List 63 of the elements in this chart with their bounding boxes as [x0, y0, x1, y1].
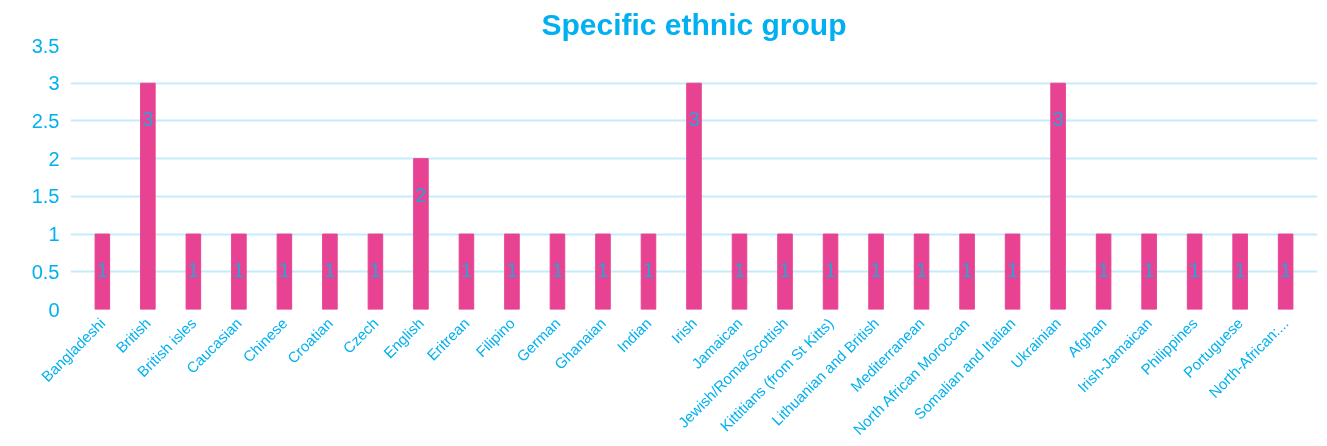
bar: [504, 233, 520, 310]
bar: [959, 233, 975, 310]
bar: [1004, 233, 1021, 310]
bar: [913, 233, 930, 310]
y-tick-label: 2: [48, 147, 60, 170]
bar: [777, 233, 793, 310]
bar: [1095, 233, 1112, 310]
data-label: 1: [1098, 259, 1110, 282]
bar: [1232, 233, 1248, 310]
bar: [731, 233, 748, 310]
data-label: 1: [506, 259, 518, 282]
y-tick-label: 1: [48, 223, 60, 246]
bar: [640, 233, 657, 310]
data-label: 1: [460, 259, 473, 282]
data-label: 1: [597, 259, 609, 282]
chart-title: Specific ethnic group: [541, 7, 847, 41]
data-label: 1: [1280, 259, 1292, 282]
data-label: 1: [824, 259, 837, 282]
y-tick-label: 3: [48, 72, 60, 95]
data-label: 3: [1052, 108, 1064, 131]
data-label: 1: [779, 259, 791, 282]
bar: [185, 233, 202, 310]
data-label: 3: [688, 108, 700, 131]
data-label: 1: [1189, 259, 1201, 282]
data-label: 1: [369, 259, 381, 282]
data-label: 2: [415, 183, 427, 206]
data-label: 1: [1007, 259, 1019, 282]
bar: [1186, 233, 1203, 310]
data-label: 1: [187, 259, 199, 282]
bar: [458, 233, 475, 310]
y-tick-label: 2.5: [31, 109, 60, 132]
data-label: 1: [96, 259, 108, 282]
bar: [276, 233, 293, 310]
data-label: 1: [870, 259, 882, 282]
data-label: 3: [142, 108, 154, 131]
y-tick-label: 3.5: [31, 34, 60, 57]
bar: [868, 233, 884, 310]
data-label: 1: [1143, 259, 1155, 282]
y-tick-label: 1.5: [31, 185, 60, 208]
data-label: 1: [551, 259, 564, 282]
bar: [413, 158, 429, 310]
bar: [822, 233, 839, 310]
y-tick-label: 0: [48, 298, 60, 321]
data-label: 1: [278, 259, 290, 282]
bar: [1050, 82, 1066, 310]
data-label: 1: [233, 259, 245, 282]
bar: [686, 82, 702, 310]
bar: [140, 82, 156, 310]
data-label: 1: [961, 259, 973, 282]
y-tick-label: 0.5: [31, 260, 60, 283]
data-label: 1: [324, 259, 336, 282]
bar: [549, 233, 566, 310]
bar: [367, 233, 384, 310]
data-label: 1: [642, 259, 655, 282]
bar: [322, 233, 338, 310]
bar: [595, 233, 611, 310]
bar: [1141, 233, 1157, 310]
bar: [1277, 233, 1294, 310]
data-label: 1: [915, 259, 928, 282]
bar: [231, 233, 247, 310]
bar: [94, 233, 111, 310]
data-label: 1: [1234, 259, 1246, 282]
data-label: 1: [733, 259, 746, 282]
